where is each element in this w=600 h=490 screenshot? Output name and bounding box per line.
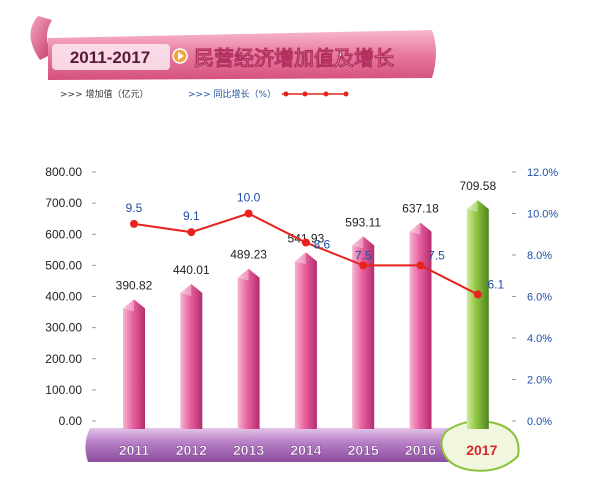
highlight-category-badge (440, 420, 520, 472)
left-axis-tick-label: 100.00 (45, 383, 82, 397)
bar (123, 299, 145, 429)
growth-value-label: 7.5 (428, 248, 445, 262)
right-axis: 0.0% 2.0% 4.0% 6.0% 8.0% 10.0% 12.0% (512, 167, 558, 428)
bar-value-label: 637.18 (402, 202, 439, 216)
left-axis-tick-label: 600.00 (45, 227, 82, 241)
bar (352, 236, 375, 429)
right-axis-tick-label: 2.0% (527, 375, 552, 387)
growth-point (359, 261, 368, 270)
left-axis-tick-label: 0.00 (59, 414, 83, 428)
right-axis-tick-label: 6.0% (527, 292, 552, 304)
growth-point (416, 261, 425, 270)
bar-value-label: 541.93 (288, 231, 325, 245)
banner-title: 民营经济增加值及增长 (194, 46, 395, 70)
growth-value-label: 9.1 (183, 209, 200, 223)
bar-highlight (466, 200, 489, 429)
right-axis-tick-label: 4.0% (527, 333, 552, 345)
growth-point (473, 290, 482, 299)
bar (237, 268, 260, 429)
right-axis-tick-label: 12.0% (527, 167, 558, 179)
growth-line-series: 9.5 9.1 10.0 8.6 7.5 7.5 6.1 (126, 191, 504, 299)
growth-value-label: 6.1 (487, 277, 504, 291)
legend-line-label: >>> 同比增长（%） (188, 88, 276, 100)
left-axis-tick-label: 200.00 (45, 352, 82, 366)
growth-value-label: 9.5 (126, 201, 143, 215)
bar-series: 390.82 440.01 489.23 541.93 593.11 637.18 709.… (116, 179, 496, 429)
bar-value-label: 593.11 (345, 215, 381, 229)
growth-point (187, 228, 196, 237)
category-labels: 2011 2012 2013 2014 2015 2016 2017 (119, 442, 498, 458)
bar-tip-shine (180, 284, 192, 297)
banner-plate (52, 44, 170, 70)
right-axis-tick-label: 10.0% (527, 209, 558, 221)
left-axis-tick-label: 500.00 (45, 258, 82, 272)
growth-value-label: 8.6 (314, 238, 331, 252)
bar-value-label: 709.58 (459, 179, 496, 193)
play-icon-glyph (178, 52, 184, 60)
bar (180, 284, 203, 429)
growth-value-label: 10.0 (237, 191, 261, 205)
bar-value-label: 440.01 (173, 263, 210, 277)
right-axis-tick-label: 0.0% (527, 416, 552, 428)
growth-point (130, 219, 138, 228)
growth-point (301, 238, 310, 247)
category-label: 2016 (405, 442, 436, 458)
category-label-highlight: 2017 (466, 442, 497, 458)
bar-tip-shine (352, 236, 364, 249)
left-axis-tick-label: 700.00 (45, 196, 82, 210)
bar (409, 222, 432, 429)
left-axis-tick-label: 300.00 (45, 321, 82, 335)
category-label: 2015 (348, 442, 379, 458)
bar-tip-shine (123, 299, 134, 312)
category-label: 2014 (290, 442, 321, 458)
legend-line-swatch (282, 91, 349, 97)
bar-tip-shine (294, 252, 306, 265)
bar (294, 252, 317, 429)
growth-point (244, 209, 253, 218)
banner-year-range: 2011-2017 (70, 48, 150, 67)
bar-value-label: 390.82 (116, 278, 153, 292)
right-axis-tick-label: 8.0% (527, 250, 552, 262)
bar-tip-shine (409, 222, 421, 235)
left-axis-tick-label: 800.00 (45, 165, 82, 179)
category-label: 2011 (119, 442, 150, 458)
growth-value-label: 7.5 (355, 248, 372, 262)
banner-fold (30, 16, 52, 60)
category-label: 2012 (176, 442, 207, 458)
bar-tip-shine (466, 200, 478, 213)
category-label: 2013 (233, 442, 264, 458)
bar-tip-shine (237, 268, 249, 281)
legend-bar-label: >>> 增加值（亿元） (60, 88, 148, 100)
left-axis: 0.00 100.00 200.00 300.00 400.00 500.00 600.00… (45, 165, 96, 428)
left-axis-tick-label: 400.00 (45, 290, 82, 304)
bar-value-label: 489.23 (230, 248, 267, 262)
category-strip (85, 428, 514, 462)
